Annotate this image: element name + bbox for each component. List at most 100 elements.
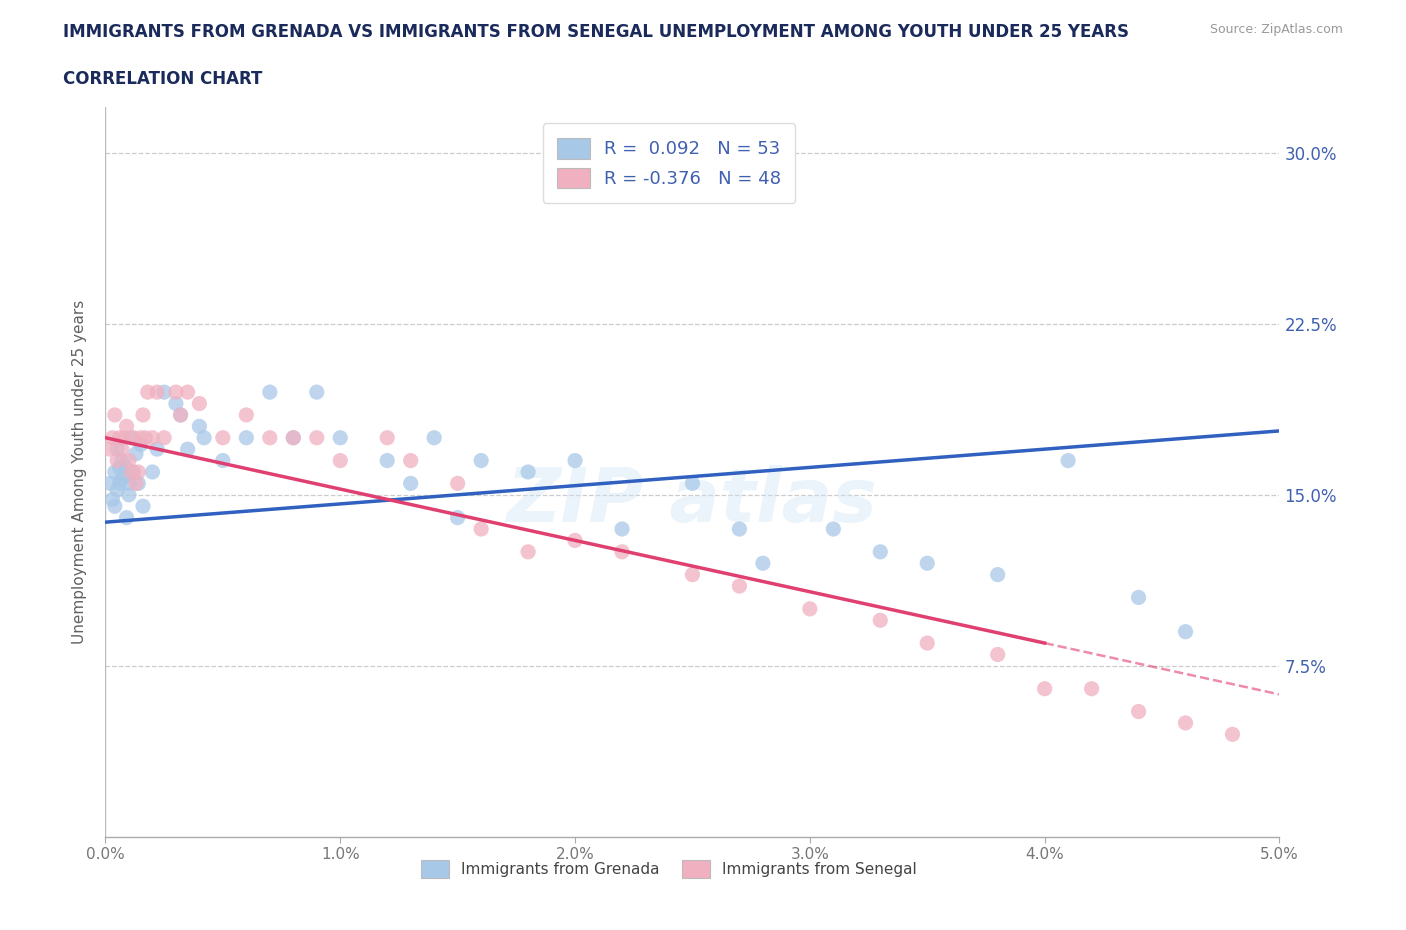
Point xyxy=(105,483,128,498)
Point xyxy=(104,465,127,480)
Point xyxy=(1057,453,1080,468)
Point xyxy=(1128,590,1150,604)
Point xyxy=(869,613,891,628)
Point xyxy=(799,602,821,617)
Point xyxy=(132,498,155,513)
Text: CORRELATION CHART: CORRELATION CHART xyxy=(63,70,263,87)
Point xyxy=(564,453,586,468)
Point xyxy=(305,431,328,445)
Point xyxy=(125,446,148,461)
Point xyxy=(682,476,704,491)
Point xyxy=(176,385,198,400)
Point xyxy=(399,476,422,491)
Point xyxy=(122,465,145,480)
Point xyxy=(104,407,127,422)
Point xyxy=(104,498,127,513)
Point xyxy=(146,385,169,400)
Point xyxy=(917,556,939,571)
Point xyxy=(101,492,124,507)
Point xyxy=(108,431,131,445)
Text: IMMIGRANTS FROM GRENADA VS IMMIGRANTS FROM SENEGAL UNEMPLOYMENT AMONG YOUTH UNDE: IMMIGRANTS FROM GRENADA VS IMMIGRANTS FR… xyxy=(63,23,1129,41)
Point xyxy=(120,431,142,445)
Point xyxy=(120,465,142,480)
Point xyxy=(375,431,398,445)
Point xyxy=(153,431,176,445)
Point xyxy=(105,453,128,468)
Point xyxy=(127,476,149,491)
Point xyxy=(305,385,328,400)
Point xyxy=(1080,682,1102,697)
Point xyxy=(127,465,149,480)
Point xyxy=(259,385,281,400)
Point xyxy=(1222,727,1244,742)
Point xyxy=(610,544,633,559)
Point xyxy=(98,442,121,457)
Point xyxy=(329,431,352,445)
Point xyxy=(134,431,156,445)
Point xyxy=(188,418,211,433)
Point xyxy=(118,476,141,491)
Point xyxy=(112,431,135,445)
Point xyxy=(329,453,352,468)
Point xyxy=(987,647,1010,662)
Point xyxy=(122,431,145,445)
Point xyxy=(752,556,775,571)
Point xyxy=(141,465,163,480)
Point xyxy=(517,465,540,480)
Point xyxy=(118,487,141,502)
Point xyxy=(682,567,704,582)
Point xyxy=(823,522,845,537)
Point xyxy=(235,407,257,422)
Point xyxy=(211,431,233,445)
Point xyxy=(176,442,198,457)
Point xyxy=(115,418,138,433)
Point xyxy=(917,635,939,650)
Legend: Immigrants from Grenada, Immigrants from Senegal: Immigrants from Grenada, Immigrants from… xyxy=(415,855,922,884)
Point xyxy=(447,476,470,491)
Point xyxy=(235,431,257,445)
Point xyxy=(165,396,187,411)
Point xyxy=(98,476,121,491)
Point xyxy=(108,460,131,475)
Text: Source: ZipAtlas.com: Source: ZipAtlas.com xyxy=(1209,23,1343,36)
Point xyxy=(869,544,891,559)
Point xyxy=(259,431,281,445)
Point xyxy=(105,442,128,457)
Point xyxy=(169,407,191,422)
Point xyxy=(111,472,134,486)
Point xyxy=(101,431,124,445)
Point xyxy=(1174,624,1197,639)
Point xyxy=(283,431,305,445)
Point xyxy=(728,522,751,537)
Y-axis label: Unemployment Among Youth under 25 years: Unemployment Among Youth under 25 years xyxy=(72,299,87,644)
Point xyxy=(188,396,211,411)
Point xyxy=(129,431,152,445)
Point xyxy=(517,544,540,559)
Point xyxy=(447,511,470,525)
Point xyxy=(423,431,446,445)
Point xyxy=(132,407,155,422)
Point xyxy=(375,453,398,468)
Point xyxy=(108,476,131,491)
Point xyxy=(146,442,169,457)
Point xyxy=(1033,682,1056,697)
Point xyxy=(610,522,633,537)
Point xyxy=(112,469,135,484)
Point xyxy=(564,533,586,548)
Point xyxy=(111,442,134,457)
Point xyxy=(193,431,215,445)
Point xyxy=(399,453,422,468)
Point xyxy=(165,385,187,400)
Point xyxy=(129,437,152,452)
Point xyxy=(1128,704,1150,719)
Point xyxy=(1174,715,1197,730)
Point xyxy=(153,385,176,400)
Point xyxy=(118,453,141,468)
Point xyxy=(115,511,138,525)
Point xyxy=(111,453,134,468)
Point xyxy=(112,458,135,472)
Point xyxy=(987,567,1010,582)
Point xyxy=(211,453,233,468)
Point xyxy=(136,385,159,400)
Point xyxy=(125,476,148,491)
